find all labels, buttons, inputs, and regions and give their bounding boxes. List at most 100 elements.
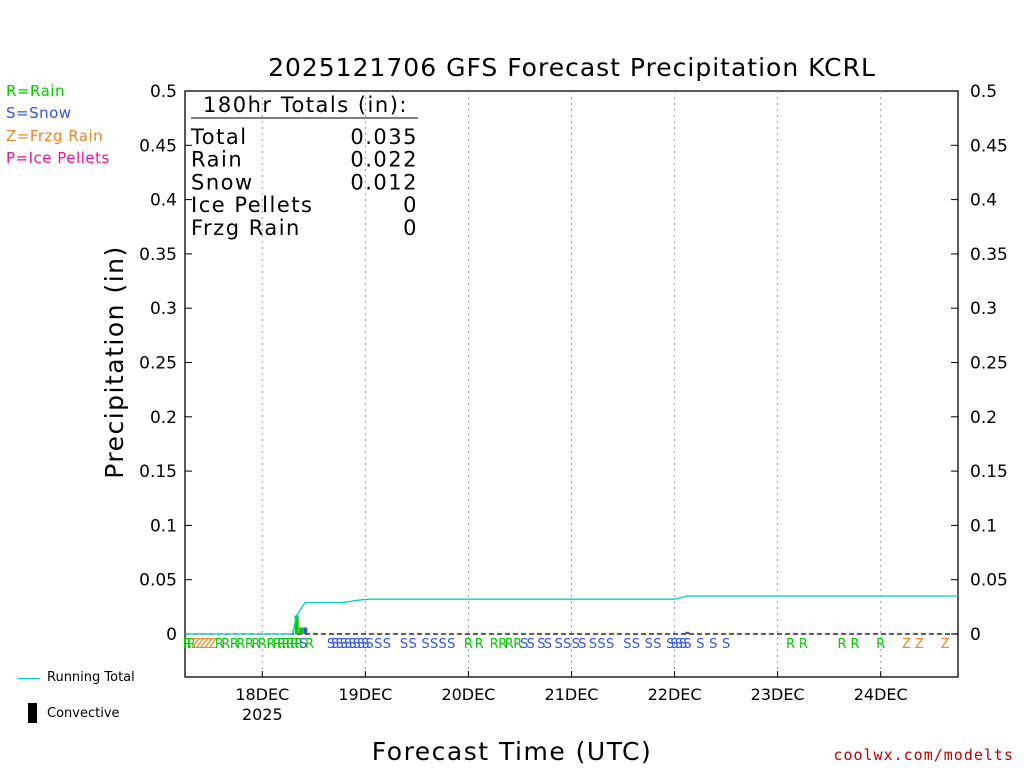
y-tick-label-left: 0.3 xyxy=(150,299,177,319)
ptype-marker: R xyxy=(215,637,224,652)
ptype-marker: R xyxy=(258,637,267,652)
y-tick-label-left: 0.25 xyxy=(139,354,177,374)
totals-row-label: Snow xyxy=(191,170,254,194)
ptype-marker: S xyxy=(383,637,391,652)
ptype-marker: R xyxy=(475,637,484,652)
ptype-marker: S xyxy=(400,637,408,652)
y-tick-label-left: 0.35 xyxy=(139,245,177,265)
ptype-marker: Z xyxy=(204,637,213,652)
running-total-legend: Running Total xyxy=(47,670,135,685)
precip-bar xyxy=(294,615,299,634)
totals-row-value: 0.035 xyxy=(350,125,418,149)
ptype-marker: R xyxy=(294,637,303,652)
ptype-key-ice-pellets: P=Ice Pellets xyxy=(6,149,110,167)
ptype-marker: Z xyxy=(196,637,205,652)
ptype-marker: R xyxy=(187,637,196,652)
ptype-marker: S xyxy=(430,637,438,652)
ptype-marker: R xyxy=(838,637,847,652)
y-tick-label-right: 0.05 xyxy=(970,571,1008,591)
convective-legend: Convective xyxy=(47,706,120,721)
totals-row-label: Frzg Rain xyxy=(191,216,301,240)
ptype-marker: S xyxy=(606,637,614,652)
ptype-marker: S xyxy=(666,637,674,652)
ptype-marker: S xyxy=(447,637,455,652)
ptype-marker: R xyxy=(230,637,239,652)
ptype-marker: S xyxy=(597,637,605,652)
ptype-marker: S xyxy=(348,637,356,652)
ptype-marker: S xyxy=(366,637,374,652)
x-axis-label: Forecast Time (UTC) xyxy=(372,737,652,766)
chart-title: 2025121706 GFS Forecast Precipitation KC… xyxy=(268,53,876,82)
totals-header: 180hr Totals (in): xyxy=(203,93,408,117)
y-axis-label: Precipitation (in) xyxy=(100,245,129,479)
y-tick-label-left: 0.05 xyxy=(139,571,177,591)
ptype-marker: Z xyxy=(208,637,217,652)
x-tick-label: 21DEC xyxy=(545,685,599,704)
ptype-marker: R xyxy=(290,637,299,652)
ptype-marker: R xyxy=(251,637,260,652)
ptype-marker: S xyxy=(589,637,597,652)
ptype-marker: S xyxy=(632,637,640,652)
ptype-marker: S xyxy=(683,637,691,652)
ptype-marker: S xyxy=(408,637,416,652)
x-tick-label: 23DEC xyxy=(751,685,805,704)
totals-row-value: 0.012 xyxy=(350,170,418,194)
ptype-marker: S xyxy=(709,637,717,652)
ptype-marker: S xyxy=(527,637,535,652)
ptype-marker: R xyxy=(799,637,808,652)
ptype-marker: S xyxy=(645,637,653,652)
y-tick-label-right: 0.2 xyxy=(970,408,997,428)
ptype-marker: R xyxy=(236,637,245,652)
ptype-marker: S xyxy=(675,637,683,652)
ptype-marker: S xyxy=(299,637,307,652)
convective-legend-swatch xyxy=(28,703,37,723)
y-tick-label-right: 0.4 xyxy=(970,191,997,211)
ptype-marker: R xyxy=(498,637,507,652)
y-tick-label-left: 0 xyxy=(166,625,177,645)
ptype-marker: S xyxy=(653,637,661,652)
ptype-marker: R xyxy=(786,637,795,652)
ptype-key-rain: R=Rain xyxy=(6,82,65,100)
ptype-marker: S xyxy=(544,637,552,652)
ptype-marker: R xyxy=(183,637,192,652)
ptype-marker: S xyxy=(679,637,687,652)
running-total-legend-line xyxy=(18,678,40,679)
ptype-marker: S xyxy=(361,637,369,652)
y-tick-label-right: 0.15 xyxy=(970,462,1008,482)
ptype-marker: Z xyxy=(200,637,209,652)
watermark: coolwx.com/modelts xyxy=(833,746,1014,764)
x-year-label: 2025 xyxy=(242,705,283,724)
precip-bar xyxy=(685,631,690,634)
ptype-key-snow: S=Snow xyxy=(6,104,72,122)
y-tick-label-left: 0.15 xyxy=(139,462,177,482)
ptype-marker: S xyxy=(563,637,571,652)
ptype-marker: Z xyxy=(941,637,950,652)
ptype-marker: Z xyxy=(915,637,924,652)
precip-bar xyxy=(303,627,308,634)
ptype-marker: R xyxy=(273,637,282,652)
ptype-marker: Z xyxy=(902,637,911,652)
ptype-marker: S xyxy=(331,637,339,652)
ptype-marker: S xyxy=(520,637,528,652)
ptype-marker: R xyxy=(464,637,473,652)
ptype-marker: S xyxy=(554,637,562,652)
ptype-marker: S xyxy=(374,637,382,652)
ptype-marker: R xyxy=(850,637,859,652)
ptype-marker: S xyxy=(340,637,348,652)
ptype-marker: S xyxy=(696,637,704,652)
y-tick-label-right: 0.45 xyxy=(970,136,1008,156)
ptype-marker: S xyxy=(722,637,730,652)
ptype-marker: S xyxy=(335,637,343,652)
ptype-marker: R xyxy=(305,637,314,652)
totals-row-value: 0 xyxy=(403,193,418,217)
y-tick-label-right: 0.3 xyxy=(970,299,997,319)
ptype-marker: R xyxy=(505,637,514,652)
ptype-marker: S xyxy=(670,637,678,652)
ptype-marker: S xyxy=(578,637,586,652)
ptype-marker: S xyxy=(537,637,545,652)
ptype-marker: S xyxy=(572,637,580,652)
y-tick-label-left: 0.2 xyxy=(150,408,177,428)
ptype-marker: S xyxy=(357,637,365,652)
totals-row-label: Ice Pellets xyxy=(191,193,313,217)
